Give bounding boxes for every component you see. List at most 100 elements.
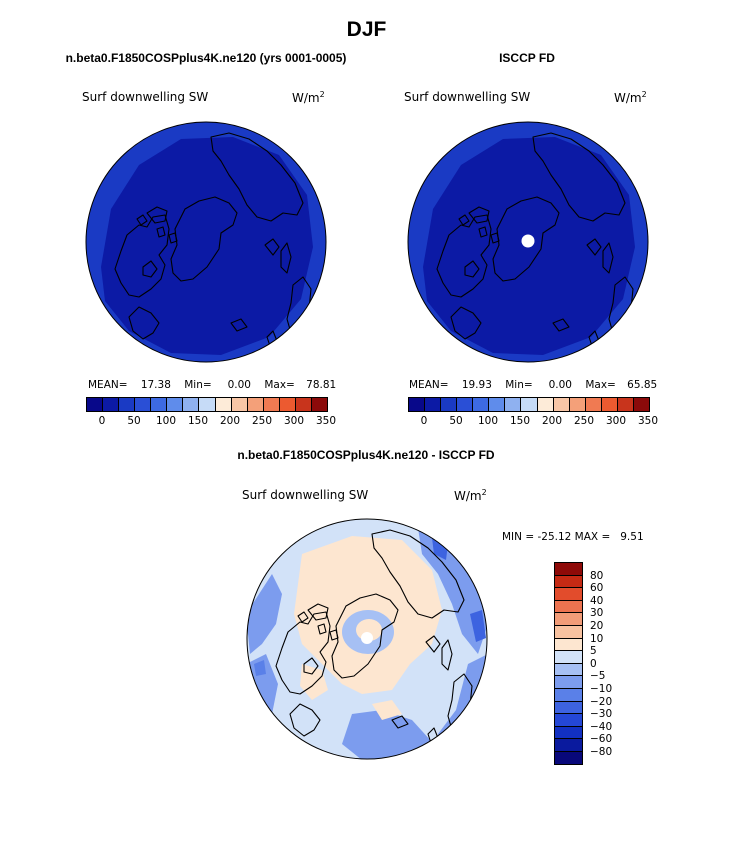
obs-colorbar-cell (457, 398, 474, 411)
model-colorbar-tick-label: 50 (127, 415, 141, 427)
obs-colorbar-cell (473, 398, 490, 411)
obs-colorbar-tick-label: 150 (509, 415, 531, 427)
model-colorbar-cell (263, 398, 280, 411)
obs-stats: MEAN= 19.93 Min= 0.00 Max= 65.85 (409, 379, 657, 391)
obs-colorbar-cell (489, 398, 506, 411)
model-colorbar-tick-label: 0 (98, 415, 106, 427)
model-colorbar-cell (311, 398, 327, 411)
diff-missing-pole (361, 632, 373, 644)
diff-negative-region (342, 710, 432, 759)
obs-coastline-hudson-bay-island (464, 260, 480, 278)
obs-colorbar-cell (537, 398, 554, 411)
diff-variable-label: Surf downwelling SW (242, 488, 369, 502)
diff-coastline-canadian-island (297, 611, 309, 623)
obs-colorbar-cell (553, 398, 570, 411)
diff-positive-region (372, 700, 402, 720)
diff-colorbar (554, 562, 583, 765)
diff-colorbar-cell (555, 600, 582, 614)
obs-panel-title: ISCCP FD (499, 51, 555, 65)
obs-unit-label: W/m2 (614, 90, 647, 105)
diff-coastline-siberia (371, 529, 465, 619)
diff-coastline-canadian-island (307, 603, 329, 621)
obs-coastline-canadian-island (468, 206, 490, 224)
diff-colorbar-cell (555, 575, 582, 589)
diff-colorbar-cell (555, 651, 582, 664)
obs-min-label: Min= (505, 379, 533, 391)
model-coastline-canadian-island (168, 232, 178, 244)
model-coastline-canadian-island (136, 214, 148, 226)
model-colorbar-cell (279, 398, 296, 411)
diff-coastline-canadian-island (317, 623, 327, 635)
diff-colorbar-tick-label: −10 (590, 683, 613, 695)
diff-negative-region (418, 528, 487, 654)
model-colorbar-cell (295, 398, 312, 411)
diff-colorbar-cell (555, 563, 582, 576)
model-colorbar-tick-label: 300 (283, 415, 305, 427)
diff-colorbar-tick-label: 60 (590, 582, 604, 595)
model-mean-value: 17.38 (140, 379, 171, 391)
model-colorbar-cell (167, 398, 184, 411)
diff-colorbar-tick-label: −80 (590, 746, 613, 758)
model-coastline-greenland (170, 196, 238, 282)
diff-colorbar-cell (555, 688, 582, 702)
diff-coastline-svalbard (425, 635, 441, 653)
diff-colorbar-cell (555, 625, 582, 639)
diff-polar-map (246, 518, 488, 760)
model-colorbar-tick-label: 200 (219, 415, 241, 427)
model-min-label: Min= (184, 379, 212, 391)
obs-coastline-canada (436, 214, 492, 298)
obs-missing-pole (521, 234, 535, 248)
model-max-label: Max= (264, 379, 295, 391)
model-colorbar-cell (119, 398, 136, 411)
obs-coastline-siberia (532, 132, 626, 222)
diff-colorbar-cell (555, 751, 582, 764)
obs-coastline-greenland (492, 196, 560, 282)
obs-colorbar-cell (441, 398, 458, 411)
model-variable-label: Surf downwelling SW (82, 90, 209, 104)
obs-colorbar-cell (425, 398, 442, 411)
obs-coastline-canadian-island (490, 232, 500, 244)
obs-coastline-iceland (552, 318, 570, 332)
diff-colorbar-cell (555, 701, 582, 715)
diff-coastline-novaya-zemlya (441, 639, 453, 671)
obs-colorbar-tick-label: 350 (637, 415, 659, 427)
model-coastline-svalbard (264, 238, 280, 256)
obs-colorbar-tick-label: 100 (477, 415, 499, 427)
model-colorbar-cell (199, 398, 216, 411)
obs-variable-label: Surf downwelling SW (404, 90, 531, 104)
obs-colorbar-cell (617, 398, 634, 411)
diff-colorbar-tick-label: 30 (590, 607, 604, 620)
obs-min-value: 0.00 (548, 379, 572, 391)
obs-colorbar-tick-label: 0 (420, 415, 428, 427)
model-unit-label: W/m2 (292, 90, 325, 105)
diff-colorbar-tick-label: −30 (590, 708, 613, 721)
obs-colorbar-tick-label: 50 (449, 415, 463, 427)
diff-colorbar-tick-label: 0 (590, 657, 597, 670)
model-inner-region (101, 137, 313, 355)
model-colorbar-tick-label: 350 (315, 415, 337, 427)
model-max-value: 78.81 (306, 379, 337, 391)
obs-coastline-novaya-zemlya (602, 242, 614, 274)
model-colorbar-cell (215, 398, 232, 411)
model-colorbar-cell (135, 398, 152, 411)
diff-colorbar-cell (555, 726, 582, 740)
obs-colorbar-cell (569, 398, 586, 411)
model-map-border (85, 121, 327, 363)
obs-colorbar (408, 397, 650, 412)
diff-coastline-iceland (391, 715, 409, 729)
model-colorbar-cell (151, 398, 168, 411)
diff-coastline-hudson-bay-island (303, 657, 319, 675)
diff-colorbar-cell (555, 663, 582, 677)
diff-colorbar-tick-label: −20 (590, 695, 613, 708)
model-mean-label: MEAN= (88, 379, 128, 391)
diff-negative-region (247, 654, 278, 714)
obs-colorbar-tick-label: 200 (541, 415, 563, 427)
obs-map-border (407, 121, 649, 363)
diff-colorbar-tick-label: −5 (590, 670, 606, 683)
diff-coastline-canada (275, 611, 331, 695)
obs-colorbar-cell (409, 398, 426, 411)
obs-coastline-alaska (450, 306, 482, 340)
obs-max-value: 65.85 (627, 379, 658, 391)
model-colorbar-cell (247, 398, 264, 411)
model-colorbar-cell (231, 398, 248, 411)
